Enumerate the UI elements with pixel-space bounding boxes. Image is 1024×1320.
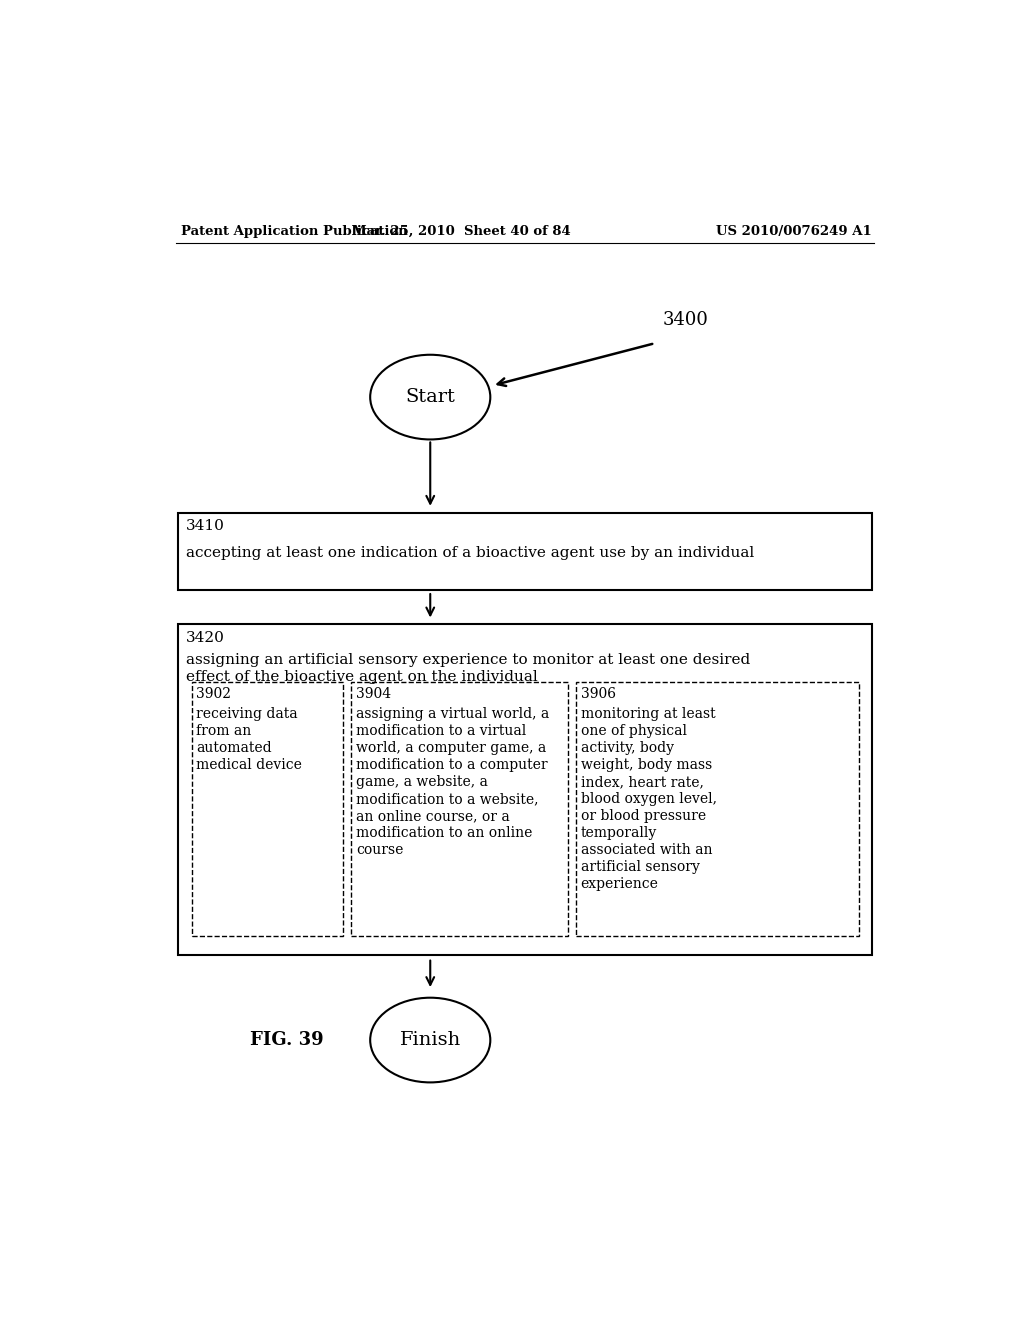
Text: 3904: 3904 xyxy=(356,688,391,701)
Text: Mar. 25, 2010  Sheet 40 of 84: Mar. 25, 2010 Sheet 40 of 84 xyxy=(352,224,570,238)
Text: modification to a website,: modification to a website, xyxy=(356,792,539,807)
Text: temporally: temporally xyxy=(581,826,656,840)
Text: artificial sensory: artificial sensory xyxy=(581,859,699,874)
Bar xyxy=(351,682,568,936)
Text: modification to a computer: modification to a computer xyxy=(356,758,548,772)
Text: experience: experience xyxy=(581,876,658,891)
Text: an online course, or a: an online course, or a xyxy=(356,809,510,822)
Text: Patent Application Publication: Patent Application Publication xyxy=(180,224,408,238)
Text: automated: automated xyxy=(197,742,271,755)
Bar xyxy=(178,512,872,590)
Text: modification to a virtual: modification to a virtual xyxy=(356,725,526,738)
Text: assigning an artificial sensory experience to monitor at least one desired: assigning an artificial sensory experien… xyxy=(186,652,751,667)
Text: course: course xyxy=(356,843,403,857)
Text: 3902: 3902 xyxy=(197,688,231,701)
Text: 3410: 3410 xyxy=(186,520,225,533)
Text: from an: from an xyxy=(197,725,252,738)
Bar xyxy=(178,624,872,956)
Text: US 2010/0076249 A1: US 2010/0076249 A1 xyxy=(716,224,872,238)
Text: FIG. 39: FIG. 39 xyxy=(250,1031,324,1049)
Text: world, a computer game, a: world, a computer game, a xyxy=(356,742,546,755)
Text: accepting at least one indication of a bioactive agent use by an individual: accepting at least one indication of a b… xyxy=(186,545,755,560)
Text: index, heart rate,: index, heart rate, xyxy=(581,775,703,789)
Text: or blood pressure: or blood pressure xyxy=(581,809,706,822)
Text: 3400: 3400 xyxy=(663,312,709,329)
Text: 3420: 3420 xyxy=(186,631,225,645)
Text: activity, body: activity, body xyxy=(581,742,674,755)
Text: receiving data: receiving data xyxy=(197,708,298,721)
Text: monitoring at least: monitoring at least xyxy=(581,708,715,721)
Text: modification to an online: modification to an online xyxy=(356,826,532,840)
Text: Finish: Finish xyxy=(399,1031,461,1049)
Bar xyxy=(575,682,859,936)
Text: 3906: 3906 xyxy=(581,688,615,701)
Text: effect of the bioactive agent on the individual: effect of the bioactive agent on the ind… xyxy=(186,669,538,684)
Text: medical device: medical device xyxy=(197,758,302,772)
Bar xyxy=(191,682,343,936)
Text: assigning a virtual world, a: assigning a virtual world, a xyxy=(356,708,549,721)
Text: one of physical: one of physical xyxy=(581,725,687,738)
Text: blood oxygen level,: blood oxygen level, xyxy=(581,792,717,807)
Text: game, a website, a: game, a website, a xyxy=(356,775,487,789)
Text: Start: Start xyxy=(406,388,456,407)
Text: associated with an: associated with an xyxy=(581,843,712,857)
Text: weight, body mass: weight, body mass xyxy=(581,758,712,772)
